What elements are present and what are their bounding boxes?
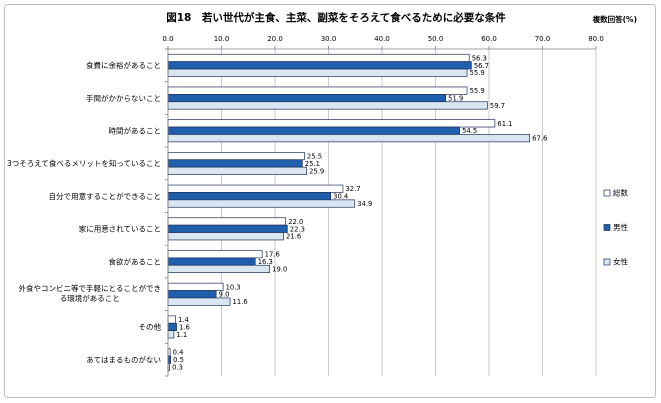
bar <box>167 152 305 161</box>
data-label: 0.5 <box>173 356 184 364</box>
bar-marks <box>167 53 531 372</box>
data-label: 56.7 <box>474 62 489 70</box>
bar <box>167 184 344 193</box>
category-label-line: る環境があること <box>60 293 120 303</box>
category-label: 食欲があること <box>109 256 162 266</box>
x-tick-label: 70.0 <box>535 35 551 43</box>
data-label: 54.5 <box>462 127 477 135</box>
data-label: 34.9 <box>357 200 372 208</box>
bar <box>167 134 531 143</box>
response-note: 複数回答(%) <box>592 14 637 24</box>
bar <box>167 322 177 332</box>
category-label: その他 <box>139 322 162 332</box>
x-tick-label: 40.0 <box>374 35 390 43</box>
data-label: 61.1 <box>497 120 512 128</box>
data-label: 0.3 <box>172 363 183 371</box>
data-label: 55.9 <box>470 87 485 95</box>
data-label: 25.5 <box>307 152 322 160</box>
legend-swatch <box>603 224 611 231</box>
bar <box>167 250 263 259</box>
data-label: 1.6 <box>179 323 190 331</box>
bar <box>167 330 175 339</box>
data-label: 0.4 <box>173 349 184 357</box>
bar <box>167 68 468 77</box>
category-label: 3つそろえて食べるメリットを知っていること <box>7 158 161 168</box>
category-label: 外食やコンビニ等で手軽にとることができる環境があること <box>19 283 162 303</box>
category-label-line: 外食やコンビニ等で手軽にとることができ <box>19 283 162 293</box>
x-tick-label: 30.0 <box>321 35 337 43</box>
x-tick-label: 0.0 <box>162 35 173 43</box>
category-label: 手間がかからないこと <box>86 93 161 103</box>
bar <box>167 119 496 128</box>
legend-swatch <box>603 258 611 266</box>
data-label: 17.6 <box>265 251 280 259</box>
data-label: 19.0 <box>272 265 287 273</box>
data-labels: 56.356.755.955.951.959.761.154.567.625.5… <box>172 54 547 371</box>
x-tick-label: 10.0 <box>214 35 230 43</box>
legend-label: 男性 <box>613 222 628 232</box>
category-label: あてはまるものがない <box>86 354 161 364</box>
bar <box>167 290 217 299</box>
bar <box>167 217 287 226</box>
bar <box>167 159 303 168</box>
data-label: 1.1 <box>176 331 187 339</box>
bar <box>167 264 271 274</box>
bar <box>167 282 224 291</box>
bar <box>167 257 256 266</box>
data-label: 56.3 <box>472 54 487 62</box>
bar <box>167 166 307 175</box>
x-tick-label: 20.0 <box>267 35 283 43</box>
bar <box>167 355 172 364</box>
legend-swatch <box>603 189 611 197</box>
bar <box>167 232 284 241</box>
data-label: 55.9 <box>470 69 485 77</box>
data-label: 11.6 <box>233 298 248 306</box>
data-label: 51.9 <box>448 94 463 102</box>
data-label: 22.3 <box>290 225 305 233</box>
bar <box>167 297 231 306</box>
bar <box>167 61 472 70</box>
data-label: 25.9 <box>309 167 324 175</box>
data-label: 21.6 <box>286 233 301 241</box>
bar <box>167 93 447 103</box>
data-label: 30.4 <box>333 193 348 201</box>
legend-label: 総数 <box>613 188 628 198</box>
x-tick-label: 50.0 <box>428 35 444 43</box>
data-label: 1.4 <box>178 316 189 324</box>
bar <box>167 199 356 208</box>
bar <box>167 315 176 324</box>
bar <box>167 101 488 110</box>
x-tick-label: 80.0 <box>588 35 604 43</box>
bar <box>167 53 470 63</box>
legend-label: 女性 <box>613 257 628 267</box>
value-axis: 0.0 10.0 20.0 30.0 40.0 50.0 60.0 70.0 80.0 <box>162 35 604 377</box>
category-label: 食費に余裕があること <box>86 60 161 70</box>
category-label: 家に用意されていること <box>79 224 161 234</box>
x-tick-label: 60.0 <box>481 35 497 43</box>
bar <box>167 86 468 95</box>
data-label: 10.3 <box>226 283 241 291</box>
data-label: 67.6 <box>532 135 547 143</box>
data-label: 9.0 <box>219 291 230 299</box>
data-label: 59.7 <box>490 102 505 110</box>
category-label: 自分で用意することができること <box>49 191 161 201</box>
data-label: 25.1 <box>305 160 320 168</box>
bar <box>167 126 460 135</box>
bar <box>167 224 288 233</box>
category-label: 時間があること <box>109 125 162 135</box>
bar <box>167 192 331 201</box>
chart-title: 図18 若い世代が主食、主菜、副菜をそろえて食べるために必要な条件 <box>166 11 506 24</box>
data-label: 16.3 <box>258 258 273 266</box>
data-label: 32.7 <box>345 185 360 193</box>
data-label: 22.0 <box>288 218 303 226</box>
